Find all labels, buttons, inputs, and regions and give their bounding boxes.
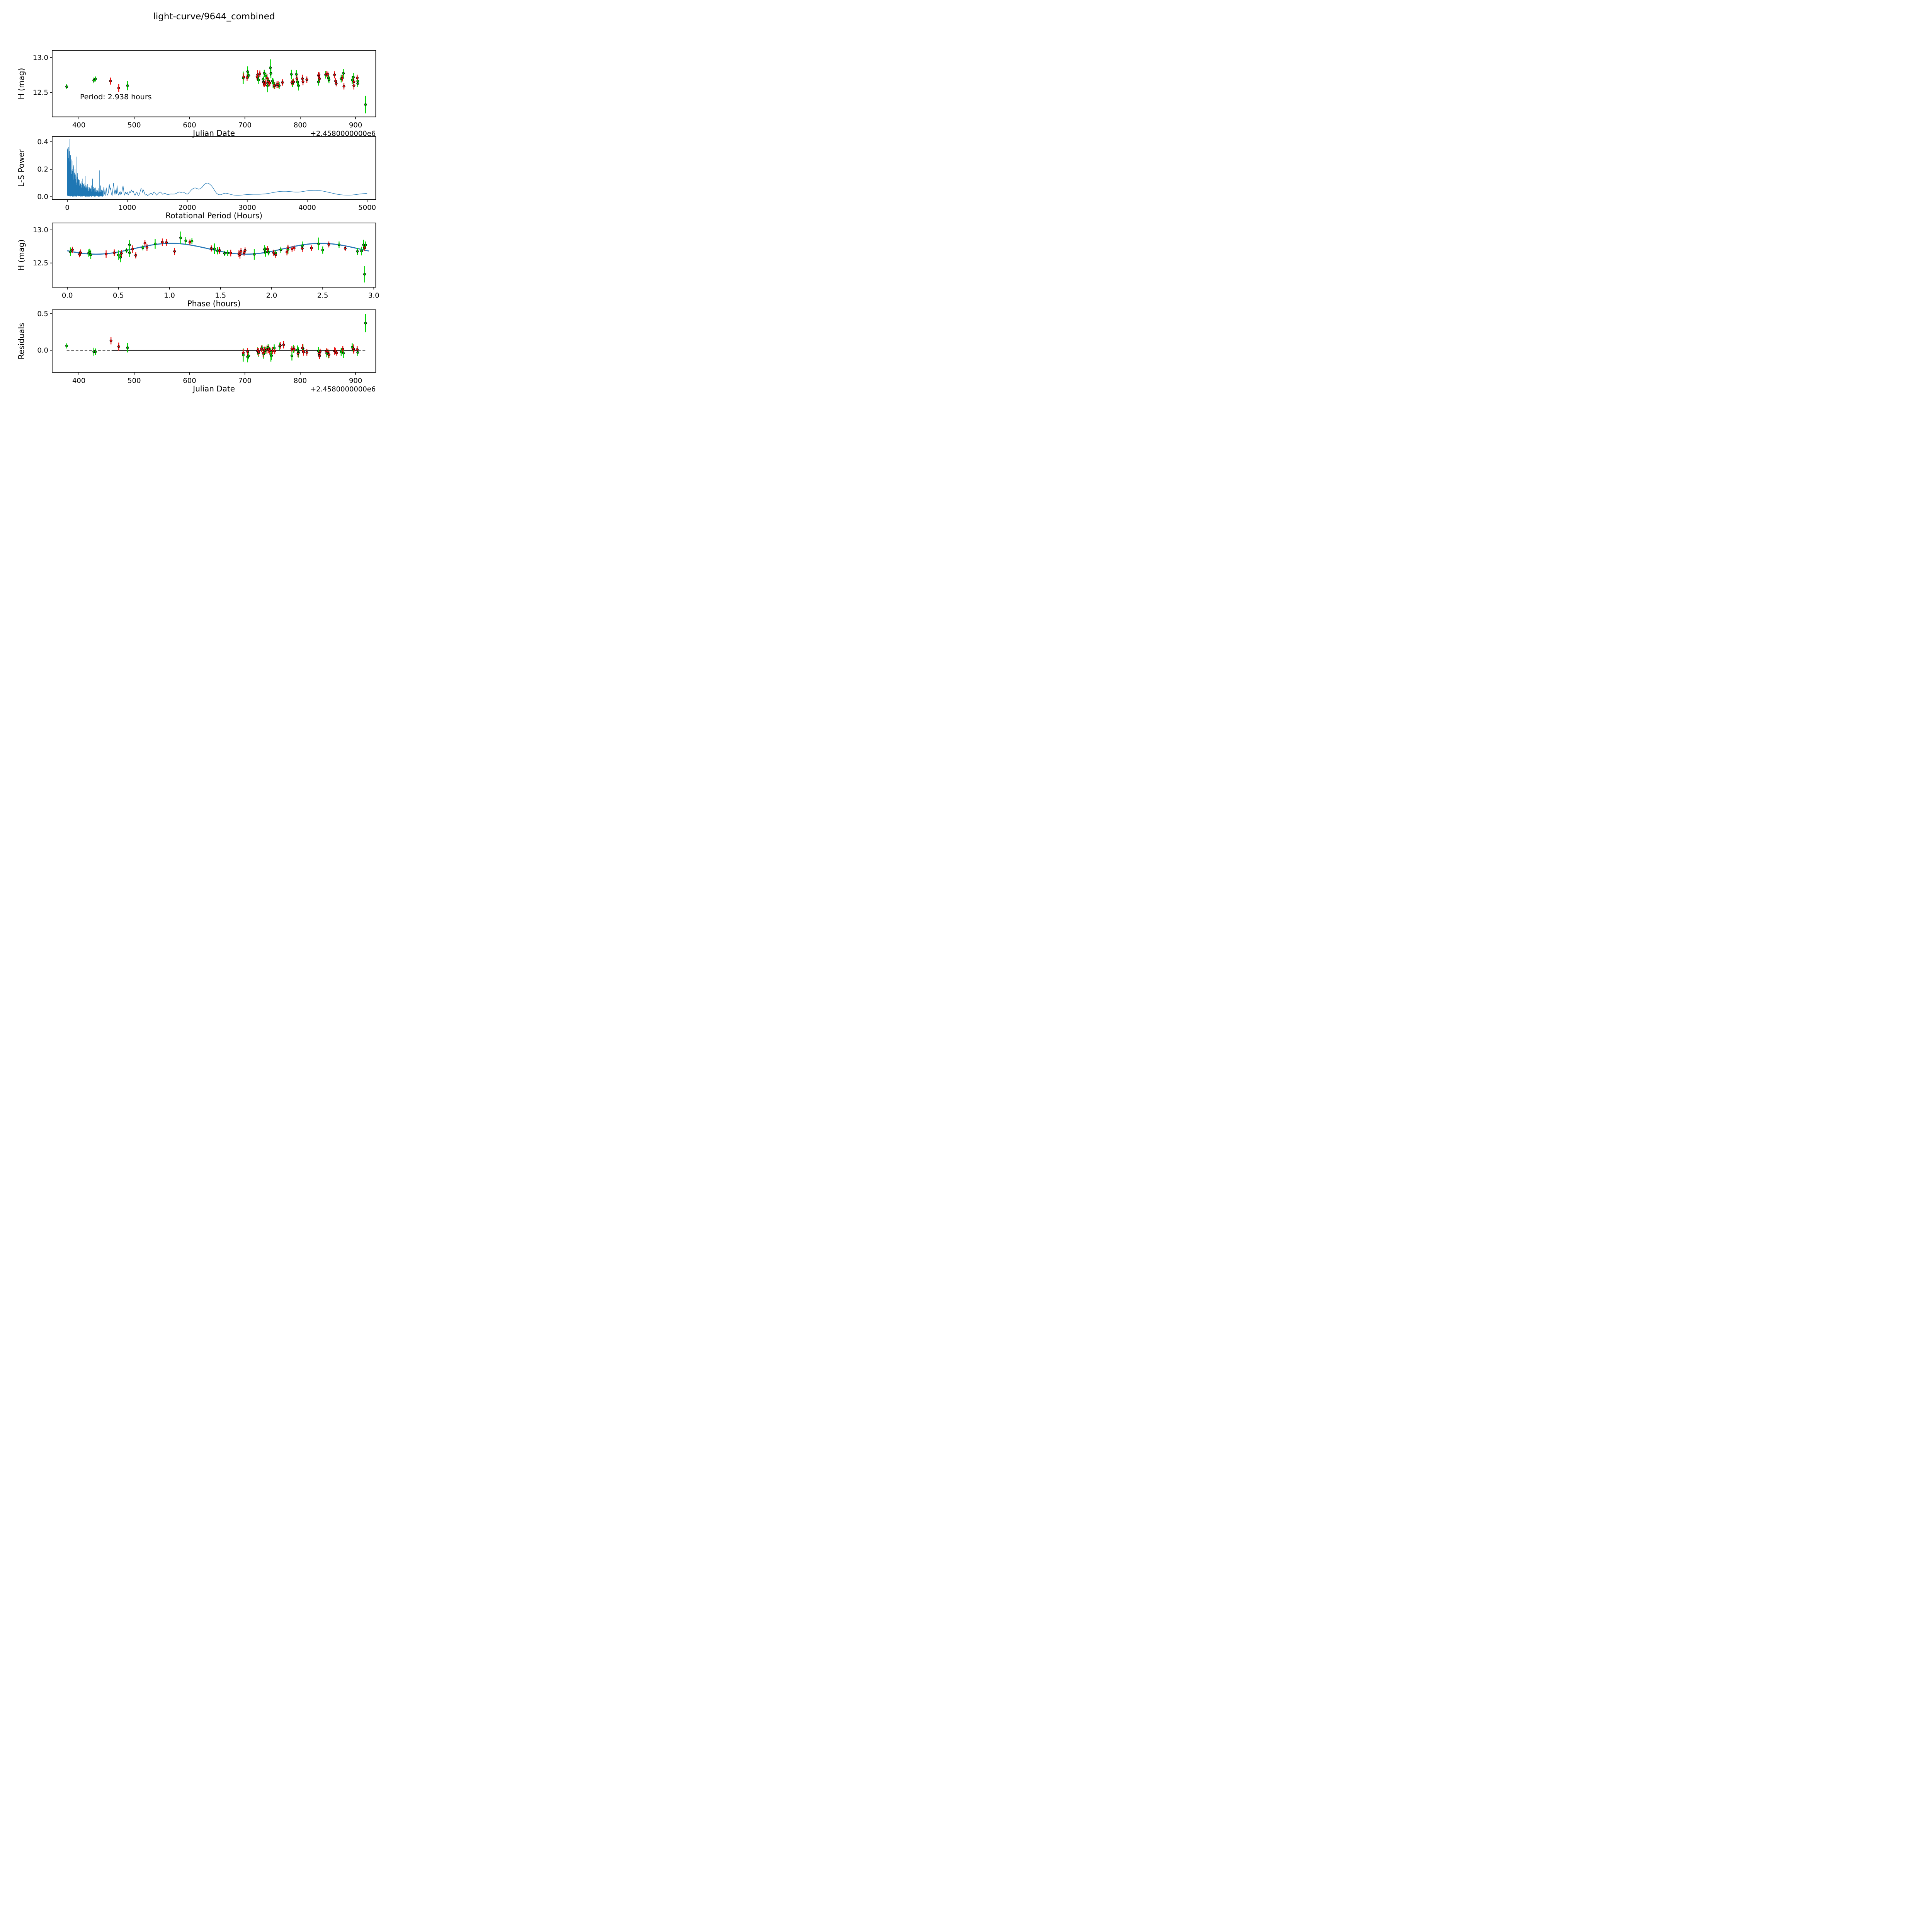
y-tick-label: 13.0 bbox=[33, 226, 48, 234]
x-tick-label: 500 bbox=[128, 121, 141, 129]
x-axis-offset-text: +2.4580000000e6 bbox=[310, 129, 376, 138]
panel-periodogram: 0 1000 2000 3000 4000 5000 0.0 0.2 0.4 Rotational… bbox=[17, 136, 376, 220]
x-tick-label: 1.5 bbox=[215, 291, 226, 299]
y-axis-label: Residuals bbox=[17, 323, 26, 359]
x-tick-label: 0.5 bbox=[113, 291, 124, 299]
x-tick-label: 0 bbox=[65, 204, 69, 212]
phase-curve-axes-box bbox=[52, 223, 376, 288]
x-tick-label: 1000 bbox=[118, 204, 136, 212]
x-tick-label: 600 bbox=[183, 121, 196, 129]
figure-title: light-curve/9644_combined bbox=[153, 12, 275, 22]
green-errorbars bbox=[66, 59, 366, 114]
red-markers bbox=[71, 241, 366, 257]
red-markers bbox=[109, 72, 359, 90]
x-tick-label: 900 bbox=[349, 121, 362, 129]
y-axis-label: L-S Power bbox=[17, 149, 26, 187]
panel-jd-lightcurve: Period: 2.938 hours 400 500 600 700 800 900 12.… bbox=[17, 50, 376, 138]
x-tick-label: 900 bbox=[349, 377, 362, 385]
residuals-content bbox=[65, 314, 367, 362]
x-tick-label: 4000 bbox=[298, 204, 316, 212]
y-tick-label: 12.5 bbox=[33, 259, 48, 267]
x-tick-label: 5000 bbox=[358, 204, 376, 212]
panel-phase-curve: 0.0 0.5 1.0 1.5 2.0 2.5 3.0 12.5 13.0 Phase (hour… bbox=[17, 223, 379, 308]
y-tick-label: 0.2 bbox=[37, 165, 48, 173]
periodogram-content bbox=[67, 139, 367, 197]
y-tick-label: 0.0 bbox=[37, 346, 48, 354]
x-tick-label: 0.0 bbox=[62, 291, 73, 299]
x-tick-label: 1.0 bbox=[164, 291, 175, 299]
y-tick-label: 0.0 bbox=[37, 193, 48, 201]
x-tick-label: 800 bbox=[294, 121, 307, 129]
x-tick-label: 600 bbox=[183, 377, 196, 385]
x-tick-label: 400 bbox=[72, 377, 85, 385]
x-tick-label: 400 bbox=[72, 121, 85, 129]
x-axis-label: Phase (hours) bbox=[187, 299, 241, 308]
y-axis-label: H (mag) bbox=[17, 68, 26, 99]
y-tick-label: 13.0 bbox=[33, 54, 48, 62]
x-tick-label: 3.0 bbox=[368, 291, 379, 299]
panel-residuals: 400 500 600 700 800 900 0.0 0.5 Julian Date +2.45… bbox=[17, 309, 376, 393]
red-errorbars bbox=[72, 238, 365, 259]
phase-curve-content bbox=[67, 231, 369, 283]
x-axis-label: Julian Date bbox=[192, 384, 235, 393]
periodogram-axes-box bbox=[52, 136, 376, 200]
x-tick-label: 2000 bbox=[179, 204, 196, 212]
figure-canvas: Period: 2.938 hours 400 500 600 700 800 900 12.… bbox=[17, 50, 379, 393]
jd-lightcurve-content bbox=[65, 59, 367, 114]
x-tick-label: 2.5 bbox=[317, 291, 328, 299]
red-errorbars bbox=[110, 70, 358, 92]
x-axis-label: Rotational Period (Hours) bbox=[165, 211, 262, 220]
green-markers bbox=[69, 236, 367, 276]
y-tick-label: 12.5 bbox=[33, 89, 48, 97]
x-tick-label: 2.0 bbox=[266, 291, 277, 299]
y-axis-label: H (mag) bbox=[17, 240, 26, 271]
period-annotation: Period: 2.938 hours bbox=[80, 93, 152, 101]
x-tick-label: 700 bbox=[238, 121, 252, 129]
x-tick-label: 500 bbox=[128, 377, 141, 385]
green-errorbars bbox=[70, 231, 366, 283]
y-tick-label: 0.5 bbox=[37, 310, 48, 318]
x-axis-label: Julian Date bbox=[192, 128, 235, 138]
residuals-axes-box bbox=[52, 309, 376, 373]
x-axis-offset-text: +2.4580000000e6 bbox=[310, 385, 376, 393]
jd-lightcurve-axes-box bbox=[52, 50, 376, 117]
y-tick-label: 0.4 bbox=[37, 138, 48, 146]
x-tick-label: 800 bbox=[294, 377, 307, 385]
red-markers bbox=[109, 339, 359, 357]
x-tick-label: 700 bbox=[238, 377, 252, 385]
x-tick-label: 3000 bbox=[238, 204, 256, 212]
